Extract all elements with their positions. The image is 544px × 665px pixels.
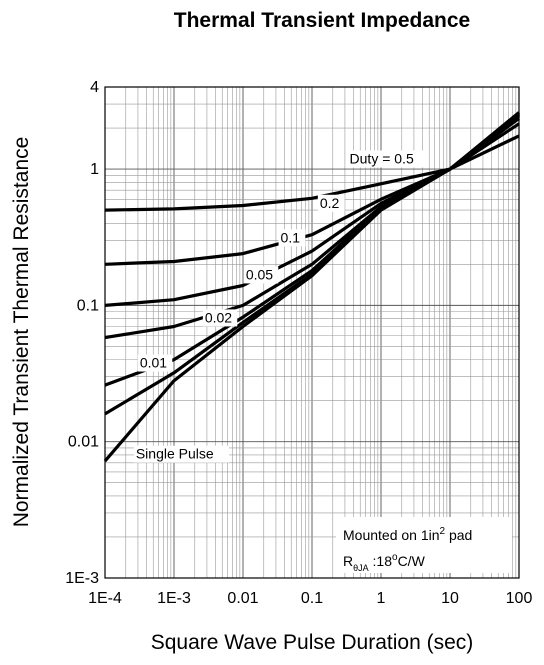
series-label-bg-5 (137, 354, 173, 372)
mounting-note-text: Mounted on 1in (343, 527, 440, 543)
series-label-bg-1 (317, 194, 345, 212)
series-labels: Duty = 0.5 0.2 0.1 0.05 0.02 0.01 Single Pulse (133, 150, 428, 463)
series-line-6 (103, 111, 521, 463)
series-label-3: 0.05 (246, 266, 273, 282)
y-tick-label-1: 0.01 (68, 434, 99, 451)
mounting-note-sup: 2 (440, 526, 446, 537)
mounting-note: Mounted on 1in2 pad RθJA :18oC/W (336, 517, 512, 573)
series-label-4: 0.02 (205, 309, 232, 325)
rthja-value: :18 (369, 553, 393, 569)
x-axis-label: Square Wave Pulse Duration (sec) (151, 631, 474, 654)
x-tick-label-0: 1E-4 (88, 590, 122, 607)
degree-sup: o (392, 552, 398, 563)
series-label-bg-4 (202, 309, 238, 327)
y-tick-label-2: 0.1 (77, 297, 99, 314)
y-tick-labels: 1E-3 0.01 0.1 1 4 (65, 79, 99, 587)
y-tick-label-3: 1 (90, 161, 99, 178)
series-label-0: Duty = 0.5 (350, 150, 414, 166)
series-label-bg-0 (347, 150, 428, 168)
mounting-note-box (336, 517, 512, 573)
x-tick-label-6: 100 (506, 590, 533, 607)
series-label-bg-6 (133, 445, 230, 463)
mounting-note-line2: RθJA :18oC/W (343, 552, 426, 573)
series-label-1: 0.2 (320, 195, 340, 211)
x-tick-label-4: 1 (377, 590, 386, 607)
series-label-5: 0.01 (140, 355, 167, 371)
series-label-2: 0.1 (281, 229, 301, 245)
y-tick-label-0: 1E-3 (65, 570, 99, 587)
plot-frame (104, 86, 520, 579)
x-tick-labels: 1E-4 1E-3 0.01 0.1 1 10 100 (88, 590, 532, 607)
chart-title: Thermal Transient Impedance (174, 9, 470, 32)
grid (105, 87, 519, 578)
mounting-note-line1: Mounted on 1in2 pad (343, 526, 472, 543)
x-tick-label-5: 10 (441, 590, 459, 607)
x-tick-label-3: 0.1 (301, 590, 323, 607)
rthja-symbol: R (343, 553, 353, 569)
rthja-subscript: θJA (353, 563, 369, 573)
y-tick-label-4: 4 (90, 79, 99, 96)
y-axis-label: Normalized Transient Thermal Resistance (10, 137, 33, 528)
mounting-note-tail: pad (445, 527, 472, 543)
series-label-bg-3 (243, 266, 279, 284)
x-tick-label-2: 0.01 (227, 590, 258, 607)
x-tick-label-1: 1E-3 (157, 590, 191, 607)
series-label-6: Single Pulse (136, 446, 214, 462)
series-label-bg-2 (278, 229, 306, 247)
series-lines (103, 111, 521, 463)
rthja-unit: C/W (398, 553, 426, 569)
